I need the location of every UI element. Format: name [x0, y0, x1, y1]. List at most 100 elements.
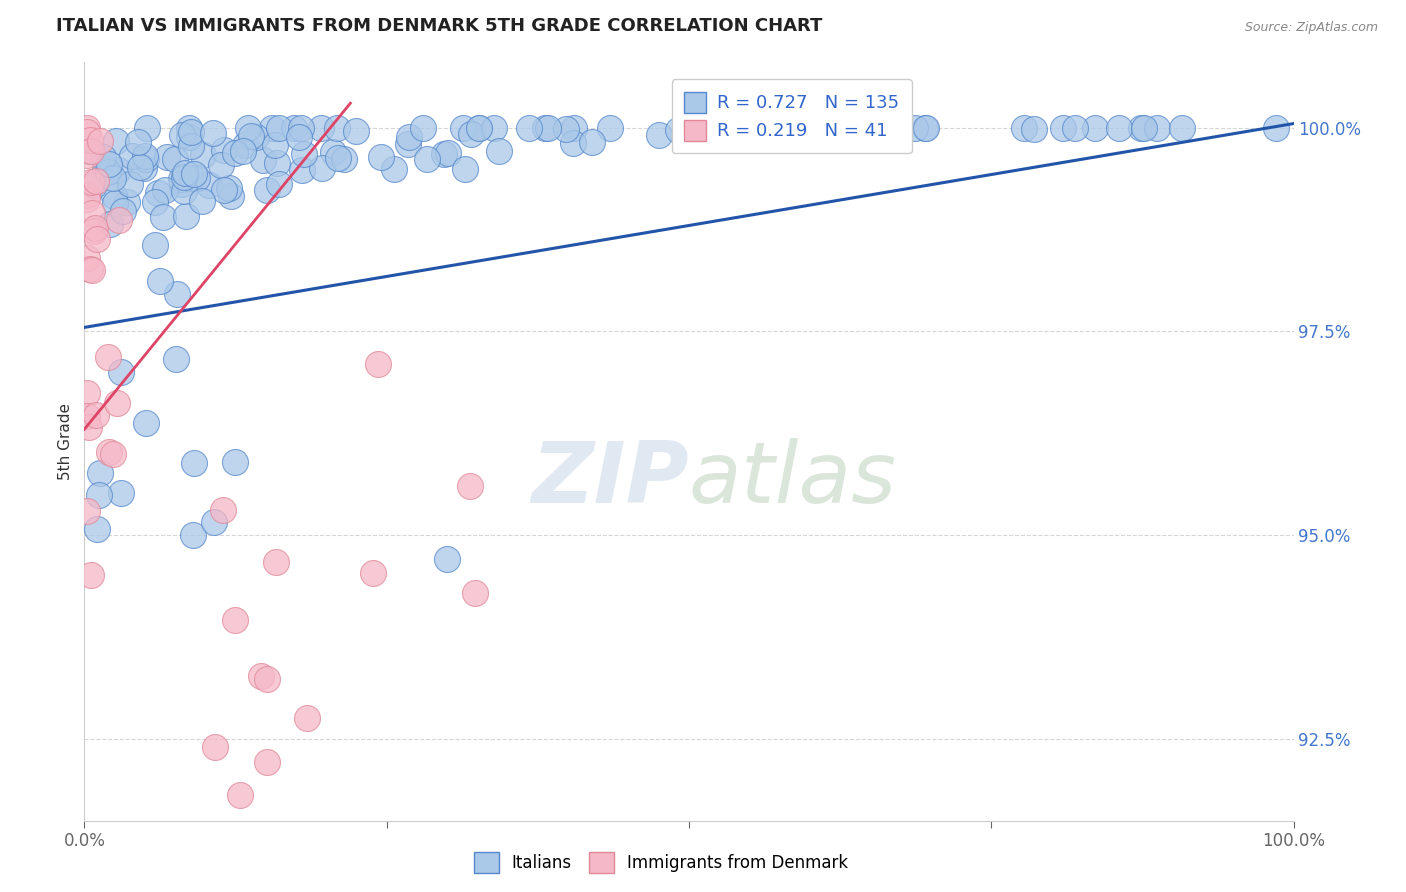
Point	[436, 552, 458, 566]
Point	[121, 149, 143, 163]
Point	[239, 128, 262, 143]
Point	[204, 739, 226, 754]
Point	[173, 169, 195, 184]
Point	[183, 167, 205, 181]
Point	[172, 128, 194, 142]
Point	[904, 120, 927, 135]
Point	[534, 120, 557, 135]
Text: atlas: atlas	[689, 438, 897, 521]
Point	[537, 120, 560, 135]
Point	[333, 153, 356, 167]
Point	[370, 150, 392, 164]
Point	[179, 120, 201, 135]
Point	[250, 669, 273, 683]
Point	[80, 206, 103, 220]
Point	[914, 120, 936, 135]
Point	[288, 130, 311, 145]
Point	[83, 224, 105, 238]
Point	[76, 148, 98, 162]
Point	[825, 120, 848, 135]
Point	[460, 127, 482, 141]
Point	[89, 134, 111, 148]
Point	[1146, 120, 1168, 135]
Point	[135, 417, 157, 431]
Point	[1133, 120, 1156, 135]
Point	[219, 189, 242, 203]
Point	[581, 135, 603, 149]
Point	[149, 274, 172, 288]
Point	[89, 466, 111, 480]
Point	[326, 151, 349, 165]
Point	[80, 262, 103, 277]
Point	[153, 183, 176, 197]
Point	[134, 149, 156, 163]
Point	[98, 445, 121, 459]
Point	[80, 568, 103, 582]
Point	[181, 527, 204, 541]
Point	[224, 146, 246, 161]
Point	[79, 133, 101, 147]
Point	[191, 148, 214, 162]
Point	[127, 135, 149, 149]
Point	[101, 447, 124, 461]
Point	[264, 137, 287, 152]
Point	[322, 145, 344, 159]
Point	[1171, 120, 1194, 135]
Point	[84, 174, 107, 188]
Point	[264, 555, 287, 569]
Point	[186, 170, 208, 185]
Point	[283, 120, 305, 135]
Point	[143, 237, 166, 252]
Point	[104, 134, 127, 148]
Point	[309, 120, 332, 135]
Point	[120, 177, 142, 191]
Point	[180, 125, 202, 139]
Point	[86, 408, 108, 422]
Point	[107, 213, 129, 227]
Point	[464, 586, 486, 600]
Point	[103, 188, 125, 202]
Point	[143, 194, 166, 209]
Point	[170, 172, 193, 186]
Point	[181, 171, 204, 186]
Point	[77, 420, 100, 434]
Point	[76, 120, 98, 135]
Point	[156, 150, 179, 164]
Point	[292, 146, 315, 161]
Point	[235, 138, 257, 153]
Point	[915, 120, 938, 135]
Point	[260, 120, 283, 135]
Point	[256, 672, 278, 686]
Text: ZIP: ZIP	[531, 438, 689, 521]
Point	[453, 161, 475, 176]
Point	[433, 147, 456, 161]
Point	[94, 161, 117, 176]
Point	[412, 120, 434, 135]
Point	[76, 409, 98, 423]
Point	[165, 352, 187, 367]
Point	[202, 126, 225, 140]
Point	[562, 120, 585, 135]
Point	[115, 195, 138, 210]
Point	[76, 187, 98, 202]
Point	[83, 178, 105, 192]
Point	[218, 181, 240, 195]
Point	[1012, 120, 1035, 135]
Point	[152, 210, 174, 224]
Point	[86, 232, 108, 246]
Point	[245, 129, 267, 144]
Point	[224, 613, 246, 627]
Point	[267, 120, 290, 135]
Point	[252, 153, 274, 168]
Point	[295, 711, 318, 725]
Point	[98, 218, 121, 232]
Point	[179, 129, 201, 144]
Point	[83, 220, 105, 235]
Point	[97, 165, 120, 179]
Point	[488, 144, 510, 158]
Point	[214, 143, 236, 157]
Point	[1264, 120, 1286, 135]
Point	[267, 177, 290, 191]
Point	[76, 125, 98, 139]
Point	[517, 120, 540, 135]
